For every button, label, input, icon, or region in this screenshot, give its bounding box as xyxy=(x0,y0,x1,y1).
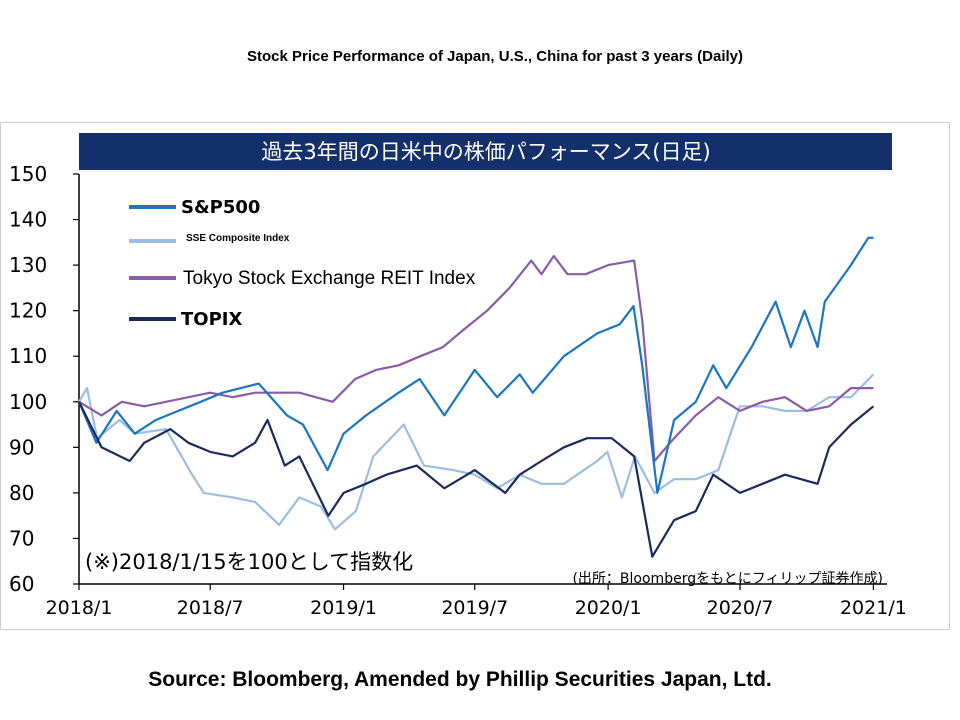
y-tick-label: 140 xyxy=(9,208,47,232)
y-tick-label: 120 xyxy=(9,299,47,323)
x-tick-label: 2018/7 xyxy=(177,597,244,619)
index-note: (※)2018/1/15を100として指数化 xyxy=(85,550,413,574)
x-tick-label: 2019/7 xyxy=(441,597,508,619)
chart-title: 過去3年間の日米中の株価パフォーマンス(日足) xyxy=(261,140,710,164)
slide-title: Stock Price Performance of Japan, U.S., … xyxy=(246,48,743,65)
series-line-s-p500 xyxy=(77,236,874,494)
x-tick-label: 2020/7 xyxy=(707,597,774,619)
chart-title-bar xyxy=(79,133,892,170)
x-tick-label: 2020/1 xyxy=(575,597,642,619)
source-footer: Source: Bloomberg, Amended by Phillip Se… xyxy=(148,668,772,691)
series-layer xyxy=(77,236,875,558)
y-tick-label: 130 xyxy=(9,253,47,277)
x-tick-label: 2021/1 xyxy=(840,597,907,619)
x-tick-label: 2019/1 xyxy=(310,597,377,619)
y-tick-label: 70 xyxy=(9,526,34,550)
y-axis: 60 70 80 90 100 110 120 130 140 150 xyxy=(9,162,79,596)
legend-label: S&P500 xyxy=(181,197,260,218)
legend-label: SSE Composite Index xyxy=(186,233,290,244)
x-tick-label: 2018/1 xyxy=(46,597,113,619)
line-chart: 過去3年間の日米中の株価パフォーマンス(日足) 60 70 80 90 100 110 12… xyxy=(9,133,907,619)
x-axis: 2018/1 2018/7 2019/1 2019/7 2020/1 2020/7 2021… xyxy=(46,584,907,619)
series-line-topix xyxy=(78,401,875,558)
series-line-sse-composite-index xyxy=(78,373,875,531)
y-tick-label: 110 xyxy=(9,344,47,368)
legend: S&P500 SSE Composite Index Tokyo Stock Exc… xyxy=(129,197,476,330)
chart-frame: 過去3年間の日米中の株価パフォーマンス(日足) 60 70 80 90 100 110 12… xyxy=(0,122,950,630)
legend-label: TOPIX xyxy=(181,309,242,330)
y-tick-label: 90 xyxy=(9,435,34,459)
chart-source-note: (出所：Bloombergをもとにフィリップ証券作成) xyxy=(572,571,883,587)
legend-label: Tokyo Stock Exchange REIT Index xyxy=(183,268,476,289)
y-tick-label: 80 xyxy=(9,481,34,505)
y-tick-label: 100 xyxy=(9,390,47,414)
y-tick-label: 60 xyxy=(9,572,34,596)
y-tick-label: 150 xyxy=(9,162,47,186)
